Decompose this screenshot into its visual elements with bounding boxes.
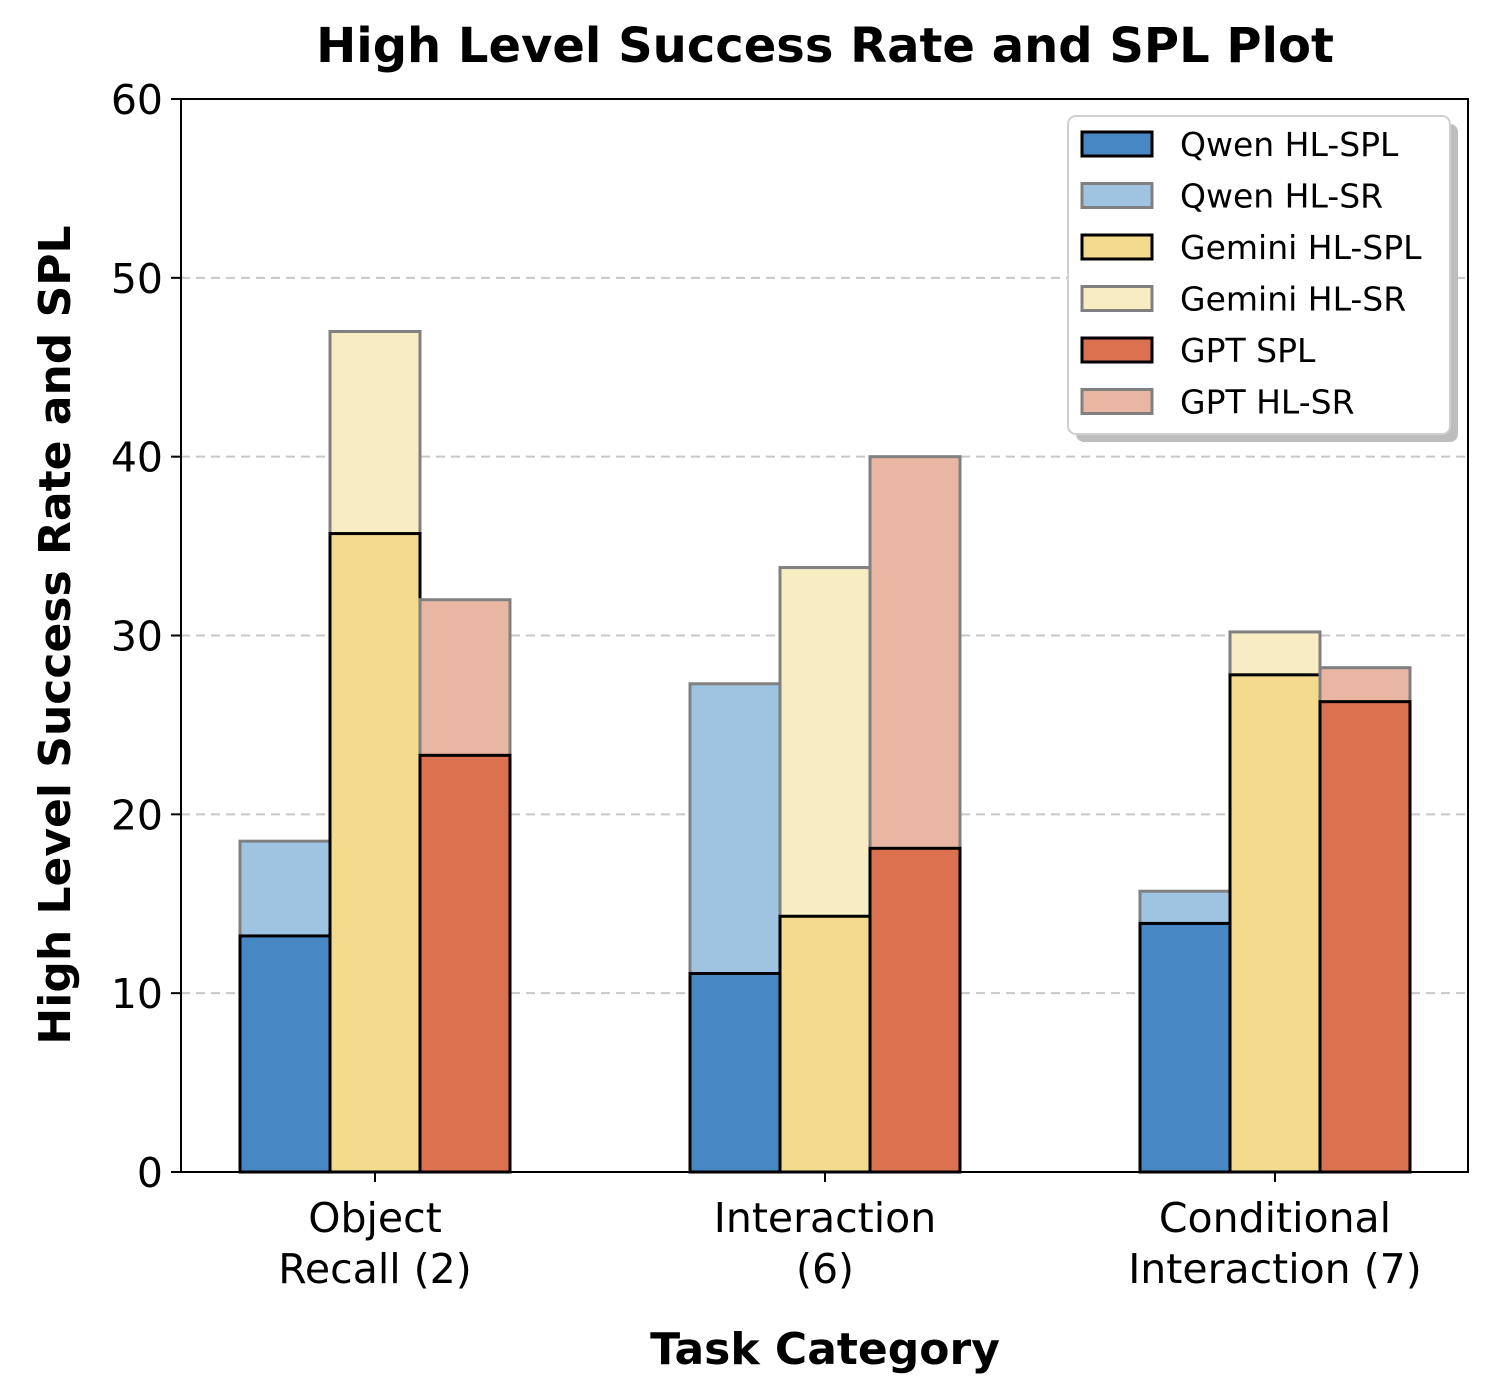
y-tick-label: 60 [111,76,163,124]
bar-gpt-spl [418,753,512,1174]
y-tick-label: 10 [111,970,163,1018]
legend-swatch [1080,336,1154,364]
bar-qwen-spl [1138,921,1232,1174]
legend-swatch [1080,285,1154,312]
legend-swatch [1080,233,1154,261]
bar-qwen-spl [688,971,782,1174]
legend-label: GPT HL-SR [1180,383,1355,422]
x-tick-label: Interaction (7) [1128,1245,1422,1293]
bar-gpt-spl [868,846,962,1174]
y-tick-label: 0 [137,1149,163,1197]
legend-label: GPT SPL [1180,331,1316,370]
legend-box [1067,115,1451,435]
bar-qwen-spl [238,934,332,1174]
y-tick-label: 50 [111,255,163,303]
x-tick-label: Interaction [714,1194,936,1242]
x-tick-label: (6) [796,1245,854,1293]
y-tick-label: 40 [111,434,163,482]
legend-label: Gemini HL-SR [1180,280,1406,319]
bar-gpt-spl [1318,700,1412,1174]
legend-label: Gemini HL-SPL [1180,228,1422,267]
legend-swatch [1080,130,1154,158]
x-axis-label: Task Category [650,1324,1000,1375]
bar-gemini-spl [328,532,422,1174]
y-tick-label: 20 [111,791,163,839]
legend-label: Qwen HL-SPL [1180,125,1399,164]
y-axis: 0 10 20 30 40 50 60 [111,76,181,1197]
x-tick-label: Conditional [1159,1194,1391,1242]
legend-label: Qwen HL-SR [1180,177,1383,216]
y-tick-label: 30 [111,613,163,661]
legend-swatch [1080,388,1154,415]
chart-title: High Level Success Rate and SPL Plot [316,18,1334,74]
bars [238,329,1412,1174]
bar-gemini-spl [778,914,872,1174]
y-axis-label: High Level Success Rate and SPL [30,225,81,1044]
x-tick-label: Recall (2) [278,1245,471,1293]
bar-gemini-spl [1228,673,1322,1174]
legend-swatch [1080,182,1154,209]
legend: Qwen HL-SPL Qwen HL-SR Gemini HL-SPL Gemini… [1067,115,1458,442]
x-tick-label: Object [308,1194,442,1242]
